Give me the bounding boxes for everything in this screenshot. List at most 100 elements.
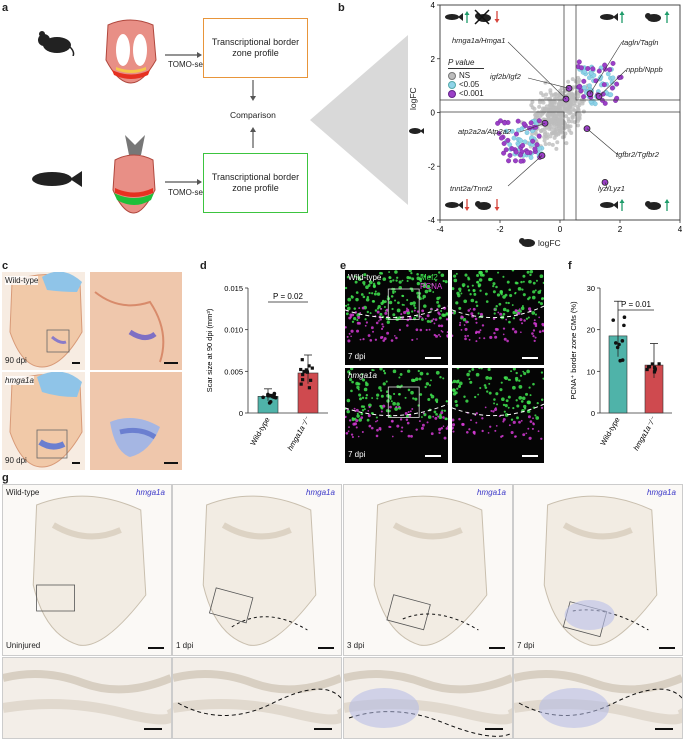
p001-point xyxy=(590,66,596,72)
scale-bar xyxy=(489,647,505,649)
x-tick-label: 2 xyxy=(618,225,623,234)
scale-bar xyxy=(655,728,673,730)
ns-point xyxy=(530,105,535,110)
data-point xyxy=(618,358,623,363)
c-mutant-label: hmga1a xyxy=(5,376,34,385)
ns-point xyxy=(553,132,558,137)
profile-box-fish: Transcriptional border zone profile xyxy=(203,153,308,213)
ns-point xyxy=(543,142,548,147)
ns-point xyxy=(560,119,565,124)
data-point xyxy=(650,362,654,366)
ns-point xyxy=(564,114,569,119)
ns-point xyxy=(580,101,585,106)
tomo-seq-label-top: TOMO-seq xyxy=(168,60,208,69)
ns-point xyxy=(546,97,551,102)
ish-overview-tile xyxy=(2,484,172,656)
data-point xyxy=(309,378,313,382)
p001-point xyxy=(502,120,508,126)
e-mutant-label: hmga1a xyxy=(348,371,377,380)
p05-point xyxy=(528,155,534,160)
gene-label-nppb: nppb/Nppb xyxy=(626,65,663,74)
y-tick-label: 30 xyxy=(587,284,595,293)
y-tick-label: 0.010 xyxy=(224,326,243,335)
data-point xyxy=(657,362,661,366)
ns-point xyxy=(557,126,562,131)
category-label: Wild-type xyxy=(598,416,621,448)
tile-bottom-label: 1 dpi xyxy=(176,641,194,650)
pvalue-legend: P value NS <0.05 <0.001 xyxy=(448,58,484,98)
e-dpi-label-1: 7 dpi xyxy=(348,352,366,361)
data-point xyxy=(307,364,311,368)
y-axis-label: PCNA⁺ border zone CMs (%) xyxy=(569,301,578,400)
ns-point xyxy=(554,146,559,151)
ish-zoom-tile xyxy=(172,657,342,739)
ns-point xyxy=(534,131,539,136)
p001-point xyxy=(509,146,515,152)
mouse-quadrant-icon xyxy=(474,9,500,25)
quadrant-upper-right xyxy=(575,4,681,101)
ns-point xyxy=(556,132,561,137)
ish-zoom-tile xyxy=(2,657,172,739)
zoom-box xyxy=(387,288,420,320)
ns-point xyxy=(552,135,557,140)
category-label: hmga1a⁻/⁻ xyxy=(631,415,658,453)
p001-point xyxy=(593,78,599,84)
ns-point xyxy=(548,90,553,95)
ns-point xyxy=(545,132,550,137)
leader-line xyxy=(507,41,567,100)
data-point xyxy=(647,365,652,369)
p001-point xyxy=(521,121,527,127)
p001-point xyxy=(525,150,530,156)
y-tick-label: 0 xyxy=(591,409,595,418)
p001-point xyxy=(518,152,523,158)
ns-point xyxy=(575,123,580,128)
scale-bar xyxy=(148,647,164,649)
ish-overview-tile xyxy=(343,484,513,656)
panel-label-a: a xyxy=(2,2,9,14)
ns-point xyxy=(555,140,560,145)
zoom-box xyxy=(386,594,431,631)
legend-swatch-0001 xyxy=(448,89,456,98)
data-point xyxy=(615,345,620,350)
y-tick-label: 0 xyxy=(431,109,436,118)
p05-point xyxy=(608,92,614,98)
profile-box-mouse: Transcriptional border zone profile xyxy=(203,18,308,78)
panel-label-d: d xyxy=(200,260,207,272)
scale-bar xyxy=(425,357,441,359)
leader-line xyxy=(519,122,546,133)
p05-point xyxy=(610,75,616,81)
scale-bar xyxy=(485,728,503,730)
ns-point xyxy=(563,131,568,136)
data-point xyxy=(622,315,627,320)
p05-point xyxy=(503,128,509,134)
legend-label-005: <0.05 xyxy=(459,80,480,89)
border-zone-line xyxy=(345,403,448,417)
p001-point xyxy=(515,118,521,124)
ns-point xyxy=(550,117,555,122)
ns-point xyxy=(562,125,567,130)
data-point xyxy=(302,369,306,374)
gene-label-igf2: igf2b/Igf2 xyxy=(490,72,521,81)
panel-label-c: c xyxy=(2,260,9,272)
x-tick-label: 0 xyxy=(558,225,563,234)
p05-point xyxy=(587,83,592,89)
leader-line xyxy=(527,77,570,89)
injury-border-line xyxy=(231,616,308,631)
data-point xyxy=(301,378,305,382)
zoom-wedge xyxy=(310,35,408,205)
fish-quadrant-icon xyxy=(600,11,625,23)
p001-point xyxy=(513,149,519,155)
fish-icon xyxy=(32,171,82,187)
p001-point xyxy=(610,60,616,66)
p001-point xyxy=(534,142,540,148)
gene-label: hmga1a xyxy=(647,488,676,497)
p001-point xyxy=(520,143,526,148)
leader-line xyxy=(604,182,609,191)
scale-bar xyxy=(318,647,334,649)
y-tick-label: -2 xyxy=(428,162,436,171)
injury-border-line xyxy=(518,688,682,716)
leader-line xyxy=(586,128,619,156)
ish-zoom-tile xyxy=(513,657,683,739)
ns-point xyxy=(571,113,576,118)
tile-bottom-label: 7 dpi xyxy=(517,641,535,650)
